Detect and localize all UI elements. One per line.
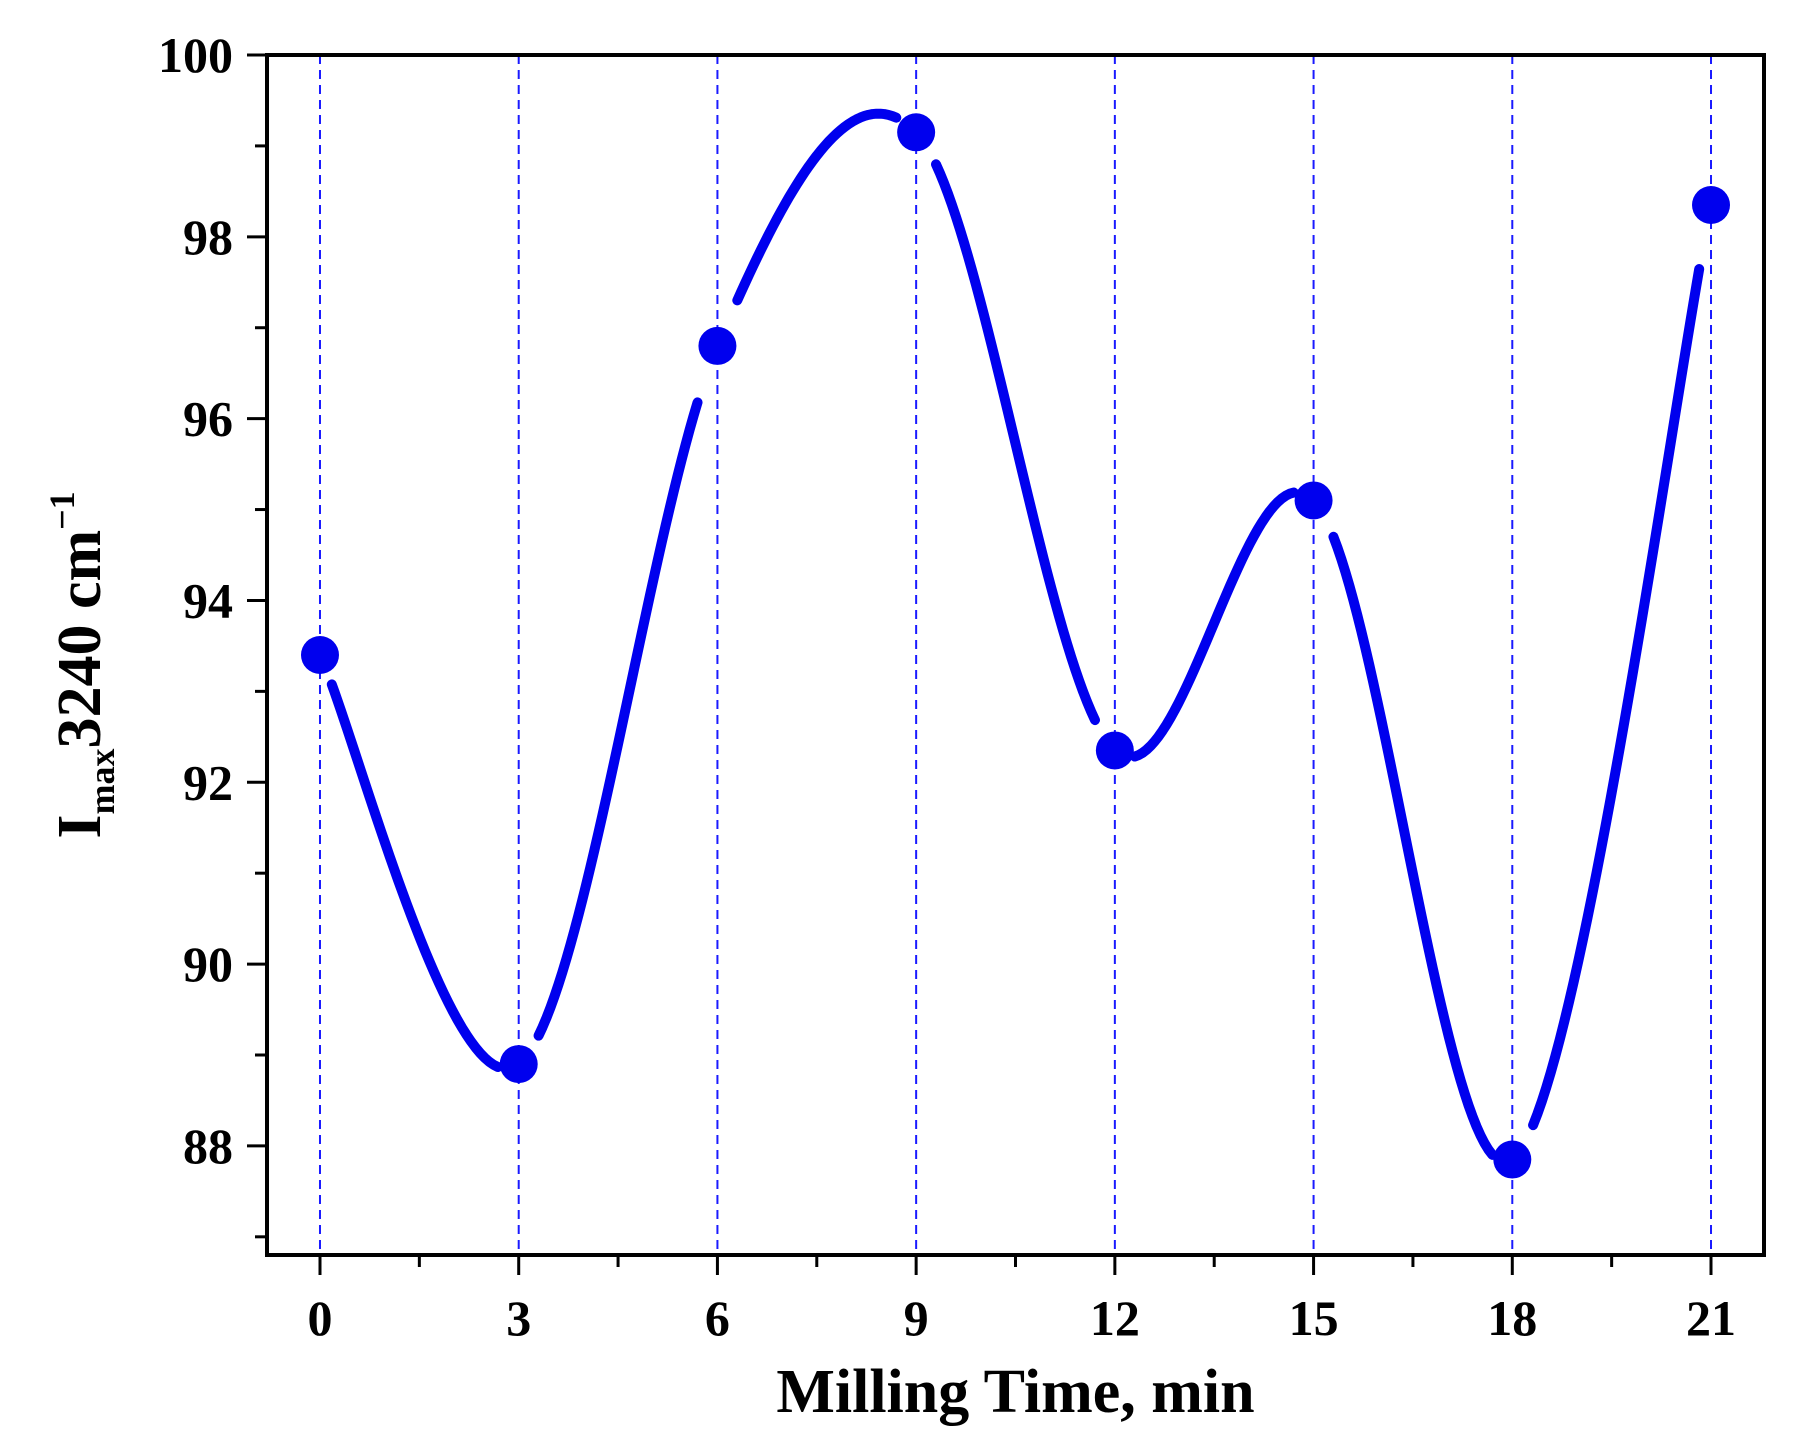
vertical-grid-lines: [318, 55, 1713, 1255]
data-point-21: [1692, 186, 1731, 224]
y-tick-label-100: 100: [158, 27, 233, 83]
y-axis-title-superscript: −1: [42, 491, 82, 530]
x-tick-label-21: 21: [1686, 1290, 1736, 1346]
curve-segment-1: [533, 397, 703, 1041]
data-point-3: [499, 1045, 538, 1084]
x-tick-label-9: 9: [904, 1290, 929, 1346]
x-tick-label-18: 18: [1487, 1290, 1537, 1346]
data-point-15: [1294, 481, 1333, 520]
curve-segment-0: [326, 679, 503, 1072]
y-axis-title: Imax3240 cm−1: [42, 491, 122, 838]
x-tick-label-3: 3: [506, 1290, 531, 1346]
plot-frame: [265, 53, 1766, 1257]
x-axis-ticks: 0 3 6 9 12 15 18 21: [307, 1255, 1736, 1346]
y-axis-title-subscript: max: [82, 749, 122, 815]
curve-segment-5: [1328, 531, 1498, 1160]
y-axis-ticks: 88 90 92 94 96 98 100: [158, 27, 267, 1239]
x-tick-label-0: 0: [307, 1290, 332, 1346]
smooth-curve: [326, 108, 1705, 1160]
y-axis-title-rest: 3240 cm: [46, 530, 114, 749]
y-tick-label-90: 90: [183, 936, 233, 992]
data-point-18: [1493, 1140, 1532, 1179]
x-axis-title: Milling Time, min: [776, 1358, 1254, 1426]
y-tick-label-92: 92: [183, 754, 233, 810]
x-tick-label-15: 15: [1289, 1290, 1339, 1346]
data-point-0: [300, 636, 339, 674]
x-tick-label-12: 12: [1090, 1290, 1140, 1346]
y-tick-label-88: 88: [183, 1118, 233, 1174]
y-axis-title-main: I: [46, 815, 114, 839]
data-points: [300, 113, 1731, 1179]
data-point-9: [897, 113, 936, 152]
y-tick-label-94: 94: [183, 572, 233, 628]
curve-segment-6: [1528, 264, 1705, 1131]
curve-segment-3: [931, 159, 1100, 726]
curve-segment-2: [732, 108, 902, 306]
y-tick-label-96: 96: [183, 391, 233, 447]
y-tick-label-98: 98: [183, 209, 233, 265]
x-tick-label-6: 6: [705, 1290, 730, 1346]
curve-segment-4: [1129, 487, 1299, 762]
data-point-6: [698, 326, 737, 365]
data-point-12: [1095, 731, 1134, 770]
